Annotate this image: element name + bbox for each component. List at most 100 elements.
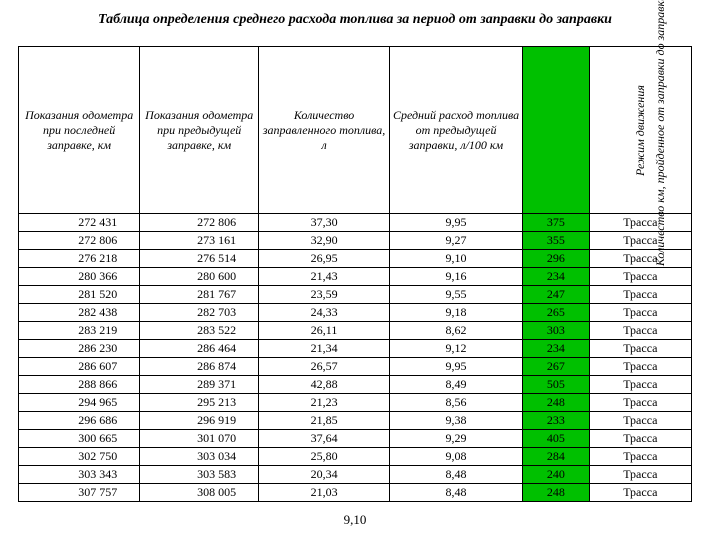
cell-mode: Трасса [589, 286, 691, 304]
cell-fuel: 21,23 [259, 394, 390, 412]
cell-fuel: 32,90 [259, 232, 390, 250]
cell-mode: Трасса [589, 484, 691, 502]
cell-odo-prev: 303 034 [140, 448, 259, 466]
table-row: 303 343303 58320,348,48240Трасса [19, 466, 692, 484]
cell-fuel: 24,33 [259, 304, 390, 322]
cell-odo-prev: 295 213 [140, 394, 259, 412]
cell-odo-last: 272 431 [19, 214, 140, 232]
cell-km: 234 [523, 268, 590, 286]
cell-mode: Трасса [589, 232, 691, 250]
cell-mode: Трасса [589, 376, 691, 394]
header-odo-last: Показания одометра при последней заправк… [19, 47, 140, 214]
header-avg: Средний расход топлива от предыдущей зап… [389, 47, 522, 214]
footer-average: 9,10 [18, 512, 692, 528]
cell-odo-prev: 286 464 [140, 340, 259, 358]
cell-avg: 9,95 [389, 358, 522, 376]
cell-odo-prev: 301 070 [140, 430, 259, 448]
header-km-label: Количество км, пройденное от заправки до… [653, 0, 668, 266]
cell-odo-last: 281 520 [19, 286, 140, 304]
cell-odo-prev: 276 514 [140, 250, 259, 268]
cell-avg: 9,27 [389, 232, 522, 250]
table-row: 280 366280 60021,439,16234Трасса [19, 268, 692, 286]
cell-odo-prev: 281 767 [140, 286, 259, 304]
cell-odo-last: 294 965 [19, 394, 140, 412]
cell-fuel: 20,34 [259, 466, 390, 484]
cell-mode: Трасса [589, 268, 691, 286]
cell-mode: Трасса [589, 430, 691, 448]
cell-odo-last: 283 219 [19, 322, 140, 340]
cell-odo-last: 288 866 [19, 376, 140, 394]
cell-km: 234 [523, 340, 590, 358]
cell-odo-last: 280 366 [19, 268, 140, 286]
cell-mode: Трасса [589, 304, 691, 322]
cell-mode: Трасса [589, 250, 691, 268]
cell-km: 267 [523, 358, 590, 376]
page-title: Таблица определения среднего расхода топ… [18, 12, 692, 28]
cell-mode: Трасса [589, 340, 691, 358]
table-row: 276 218276 51426,959,10296Трасса [19, 250, 692, 268]
cell-fuel: 37,64 [259, 430, 390, 448]
cell-odo-last: 302 750 [19, 448, 140, 466]
cell-km: 240 [523, 466, 590, 484]
cell-odo-prev: 283 522 [140, 322, 259, 340]
cell-km: 355 [523, 232, 590, 250]
cell-avg: 9,29 [389, 430, 522, 448]
cell-km: 247 [523, 286, 590, 304]
cell-avg: 9,95 [389, 214, 522, 232]
table-row: 294 965295 21321,238,56248Трасса [19, 394, 692, 412]
table-row: 296 686296 91921,859,38233Трасса [19, 412, 692, 430]
cell-odo-last: 276 218 [19, 250, 140, 268]
table-row: 302 750303 03425,809,08284Трасса [19, 448, 692, 466]
cell-fuel: 26,95 [259, 250, 390, 268]
cell-mode: Трасса [589, 412, 691, 430]
cell-odo-prev: 286 874 [140, 358, 259, 376]
cell-avg: 8,56 [389, 394, 522, 412]
cell-km: 375 [523, 214, 590, 232]
cell-avg: 9,12 [389, 340, 522, 358]
cell-km: 405 [523, 430, 590, 448]
cell-odo-last: 307 757 [19, 484, 140, 502]
cell-fuel: 21,34 [259, 340, 390, 358]
cell-km: 303 [523, 322, 590, 340]
cell-fuel: 21,03 [259, 484, 390, 502]
cell-km: 248 [523, 394, 590, 412]
table-row: 300 665301 07037,649,29405Трасса [19, 430, 692, 448]
header-mode: Режим движения [589, 47, 691, 214]
cell-mode: Трасса [589, 448, 691, 466]
cell-fuel: 37,30 [259, 214, 390, 232]
cell-avg: 9,55 [389, 286, 522, 304]
cell-fuel: 26,57 [259, 358, 390, 376]
cell-avg: 9,18 [389, 304, 522, 322]
table-row: 281 520281 76723,599,55247Трасса [19, 286, 692, 304]
table-row: 283 219283 52226,118,62303Трасса [19, 322, 692, 340]
cell-fuel: 26,11 [259, 322, 390, 340]
cell-odo-prev: 308 005 [140, 484, 259, 502]
cell-avg: 8,62 [389, 322, 522, 340]
cell-fuel: 23,59 [259, 286, 390, 304]
cell-fuel: 21,43 [259, 268, 390, 286]
cell-avg: 9,38 [389, 412, 522, 430]
header-km: Количество км, пройденное от заправки до… [523, 47, 590, 214]
cell-odo-prev: 273 161 [140, 232, 259, 250]
cell-odo-last: 300 665 [19, 430, 140, 448]
table-row: 272 431272 80637,309,95375Трасса [19, 214, 692, 232]
table-row: 282 438282 70324,339,18265Трасса [19, 304, 692, 322]
cell-mode: Трасса [589, 394, 691, 412]
cell-avg: 8,49 [389, 376, 522, 394]
cell-km: 233 [523, 412, 590, 430]
cell-avg: 9,10 [389, 250, 522, 268]
table-row: 286 230286 46421,349,12234Трасса [19, 340, 692, 358]
table-row: 288 866289 37142,888,49505Трасса [19, 376, 692, 394]
cell-odo-last: 303 343 [19, 466, 140, 484]
cell-odo-last: 272 806 [19, 232, 140, 250]
table-body: 272 431272 80637,309,95375Трасса272 8062… [19, 214, 692, 502]
cell-odo-last: 296 686 [19, 412, 140, 430]
cell-odo-prev: 272 806 [140, 214, 259, 232]
header-odo-prev: Показания одометра при предыдущей заправ… [140, 47, 259, 214]
cell-odo-last: 286 607 [19, 358, 140, 376]
cell-odo-prev: 303 583 [140, 466, 259, 484]
cell-odo-last: 282 438 [19, 304, 140, 322]
header-mode-label: Режим движения [633, 85, 648, 176]
cell-mode: Трасса [589, 466, 691, 484]
table-row: 307 757308 00521,038,48248Трасса [19, 484, 692, 502]
